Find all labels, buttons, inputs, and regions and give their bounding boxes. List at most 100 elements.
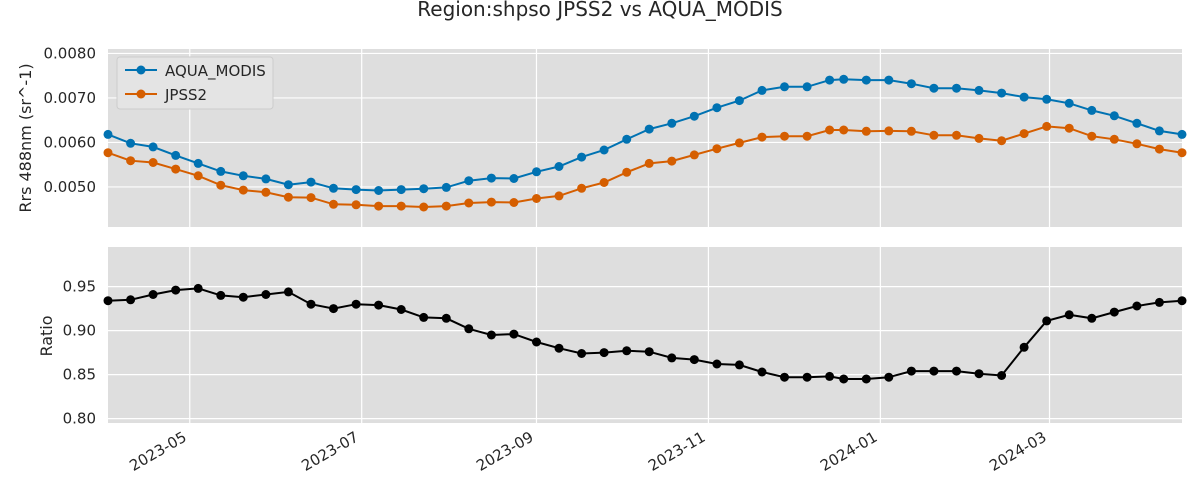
data-point-aqua-modis: [1087, 105, 1097, 115]
data-point-jpss2: [802, 131, 812, 141]
data-point-jpss2: [509, 198, 519, 207]
data-point-aqua-modis: [126, 138, 136, 148]
data-point-jpss2: [974, 133, 984, 143]
data-point-aqua-modis: [884, 75, 894, 85]
data-point-jpss2: [689, 150, 699, 160]
data-point-aqua-modis: [734, 96, 744, 106]
data-point-aqua-modis: [802, 82, 812, 92]
data-point-ratio: [193, 283, 203, 293]
data-point-jpss2: [599, 178, 609, 187]
data-point-ratio: [577, 349, 587, 358]
data-point-jpss2: [193, 171, 203, 181]
data-point-ratio: [1087, 313, 1097, 323]
data-point-ratio: [441, 313, 451, 323]
data-point-jpss2: [171, 164, 181, 174]
data-point-jpss2: [997, 136, 1007, 146]
data-point-jpss2: [261, 187, 271, 197]
data-point-aqua-modis: [757, 85, 767, 95]
data-point-jpss2: [861, 126, 871, 136]
data-point-jpss2: [396, 201, 406, 211]
data-point-jpss2: [532, 194, 541, 203]
data-point-aqua-modis: [712, 103, 722, 113]
data-point-jpss2: [238, 185, 248, 195]
data-point-aqua-modis: [351, 185, 361, 195]
data-point-ratio: [419, 312, 429, 322]
data-point-ratio: [306, 299, 316, 309]
data-point-jpss2: [884, 126, 894, 136]
data-point-ratio: [283, 287, 293, 297]
data-point-jpss2: [1064, 123, 1074, 133]
legend-jpss2-marker: [136, 89, 146, 99]
data-point-aqua-modis: [1019, 92, 1029, 102]
data-point-aqua-modis: [171, 150, 181, 160]
data-point-jpss2: [757, 132, 767, 142]
top-panel: 0.0050 0.0060 0.0070 0.0080 Rrs 488nm (sr^-…: [16, 44, 1187, 227]
data-point-aqua-modis: [1154, 126, 1164, 136]
bottom-y-tick-label: 0.90: [63, 322, 96, 340]
data-point-jpss2: [780, 131, 789, 141]
bottom-y-axis-label: Ratio: [37, 315, 56, 356]
data-point-ratio: [1064, 310, 1074, 320]
data-point-aqua-modis: [193, 158, 203, 168]
data-point-aqua-modis: [839, 74, 849, 84]
data-point-ratio: [667, 353, 677, 363]
data-point-ratio: [929, 366, 939, 376]
data-point-ratio: [757, 367, 767, 377]
data-point-ratio: [1042, 316, 1052, 326]
data-point-ratio: [396, 305, 406, 314]
legend-label-jpss2: JPSS2: [164, 86, 207, 104]
data-point-ratio: [103, 296, 113, 306]
data-point-ratio: [622, 346, 632, 356]
data-point-ratio: [532, 337, 541, 347]
x-tick-label: 2023-09: [473, 428, 536, 475]
data-point-ratio: [884, 372, 894, 382]
legend-aqua-marker: [136, 65, 146, 75]
data-point-aqua-modis: [532, 167, 541, 177]
top-y-tick-label: 0.0060: [44, 133, 97, 151]
data-point-ratio: [464, 324, 474, 334]
data-point-aqua-modis: [1064, 98, 1074, 108]
data-point-jpss2: [1154, 144, 1164, 154]
top-series: [103, 74, 1187, 212]
x-tick-label: 2024-01: [817, 428, 880, 475]
data-point-ratio: [780, 372, 789, 382]
x-tick-label: 2024-03: [986, 428, 1049, 475]
data-point-jpss2: [734, 138, 744, 148]
data-point-aqua-modis: [464, 176, 474, 186]
data-point-ratio: [825, 371, 835, 381]
data-point-jpss2: [374, 201, 384, 211]
data-point-ratio: [997, 371, 1007, 380]
data-point-aqua-modis: [997, 88, 1007, 98]
bottom-y-tick-label: 0.85: [63, 366, 96, 384]
top-gridlines: [108, 49, 1182, 227]
data-point-ratio: [171, 285, 181, 295]
data-point-jpss2: [126, 156, 136, 166]
x-tick-label: 2023-07: [298, 428, 361, 475]
bottom-series: [103, 283, 1187, 384]
data-point-jpss2: [577, 183, 587, 193]
bottom-panel: 0.800.850.900.95 Ratio 2023-05 2023-07 202…: [37, 247, 1187, 475]
data-point-aqua-modis: [306, 177, 316, 187]
data-point-ratio: [644, 347, 654, 357]
data-point-ratio: [712, 359, 722, 369]
data-point-jpss2: [103, 148, 113, 158]
data-point-aqua-modis: [1042, 94, 1052, 104]
data-point-aqua-modis: [486, 173, 496, 183]
chart-title: Region:shpso JPSS2 vs AQUA_MODIS: [417, 0, 782, 21]
data-point-jpss2: [1177, 148, 1187, 158]
data-point-aqua-modis: [1177, 129, 1187, 139]
data-point-jpss2: [1042, 121, 1052, 131]
data-point-aqua-modis: [929, 83, 939, 93]
data-point-aqua-modis: [554, 162, 564, 171]
data-point-aqua-modis: [396, 185, 406, 195]
data-point-jpss2: [839, 125, 849, 135]
data-point-aqua-modis: [103, 129, 113, 139]
data-point-ratio: [126, 295, 136, 305]
data-point-aqua-modis: [283, 180, 293, 190]
data-point-jpss2: [329, 199, 338, 209]
data-point-jpss2: [667, 156, 677, 166]
data-point-aqua-modis: [1109, 111, 1119, 121]
data-point-ratio: [861, 374, 871, 384]
